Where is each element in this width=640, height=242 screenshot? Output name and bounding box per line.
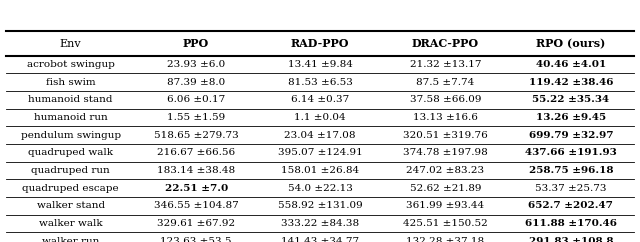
Text: DRAC-PPO: DRAC-PPO <box>412 38 479 49</box>
Text: 425.51 ±150.52: 425.51 ±150.52 <box>403 219 488 228</box>
Text: 333.22 ±84.38: 333.22 ±84.38 <box>281 219 359 228</box>
Text: 518.65 ±279.73: 518.65 ±279.73 <box>154 131 239 140</box>
Text: quadruped run: quadruped run <box>31 166 110 175</box>
Text: 23.93 ±6.0: 23.93 ±6.0 <box>167 60 225 69</box>
Text: walker stand: walker stand <box>36 201 105 210</box>
Text: 6.14 ±0.37: 6.14 ±0.37 <box>291 95 349 104</box>
Text: 258.75 ±96.18: 258.75 ±96.18 <box>529 166 613 175</box>
Text: 123.63 ±53.5: 123.63 ±53.5 <box>161 237 232 242</box>
Text: 13.41 ±9.84: 13.41 ±9.84 <box>287 60 353 69</box>
Text: 437.66 ±191.93: 437.66 ±191.93 <box>525 148 617 157</box>
Text: 21.32 ±13.17: 21.32 ±13.17 <box>410 60 481 69</box>
Text: RPO (ours): RPO (ours) <box>536 38 605 49</box>
Text: 183.14 ±38.48: 183.14 ±38.48 <box>157 166 235 175</box>
Text: RAD-PPO: RAD-PPO <box>291 38 349 49</box>
Text: 1.55 ±1.59: 1.55 ±1.59 <box>167 113 225 122</box>
Text: 55.22 ±35.34: 55.22 ±35.34 <box>532 95 609 104</box>
Text: walker run: walker run <box>42 237 99 242</box>
Text: 558.92 ±131.09: 558.92 ±131.09 <box>278 201 362 210</box>
Text: 611.88 ±170.46: 611.88 ±170.46 <box>525 219 617 228</box>
Text: 87.39 ±8.0: 87.39 ±8.0 <box>167 78 225 87</box>
Text: humanoid stand: humanoid stand <box>28 95 113 104</box>
Text: 395.07 ±124.91: 395.07 ±124.91 <box>278 148 362 157</box>
Text: 40.46 ±4.01: 40.46 ±4.01 <box>536 60 606 69</box>
Text: Env: Env <box>60 38 81 49</box>
Text: 13.26 ±9.45: 13.26 ±9.45 <box>536 113 606 122</box>
Text: 329.61 ±67.92: 329.61 ±67.92 <box>157 219 235 228</box>
Text: 346.55 ±104.87: 346.55 ±104.87 <box>154 201 239 210</box>
Text: PPO: PPO <box>183 38 209 49</box>
Text: quadruped escape: quadruped escape <box>22 184 119 193</box>
Text: fish swim: fish swim <box>46 78 95 87</box>
Text: quadruped walk: quadruped walk <box>28 148 113 157</box>
Text: 361.99 ±93.44: 361.99 ±93.44 <box>406 201 484 210</box>
Text: 699.79 ±32.97: 699.79 ±32.97 <box>529 131 613 140</box>
Text: 291.83 ±108.8: 291.83 ±108.8 <box>529 237 613 242</box>
Text: 652.7 ±202.47: 652.7 ±202.47 <box>529 201 613 210</box>
Text: 87.5 ±7.74: 87.5 ±7.74 <box>416 78 475 87</box>
Text: acrobot swingup: acrobot swingup <box>27 60 115 69</box>
Text: 216.67 ±66.56: 216.67 ±66.56 <box>157 148 235 157</box>
Text: 158.01 ±26.84: 158.01 ±26.84 <box>281 166 359 175</box>
Text: 6.06 ±0.17: 6.06 ±0.17 <box>167 95 225 104</box>
Text: 52.62 ±21.89: 52.62 ±21.89 <box>410 184 481 193</box>
Text: 320.51 ±319.76: 320.51 ±319.76 <box>403 131 488 140</box>
Text: 1.1 ±0.04: 1.1 ±0.04 <box>294 113 346 122</box>
Text: 119.42 ±38.46: 119.42 ±38.46 <box>529 78 613 87</box>
Text: pendulum swingup: pendulum swingup <box>20 131 121 140</box>
Text: 54.0 ±22.13: 54.0 ±22.13 <box>287 184 353 193</box>
Text: 132.28 ±37.18: 132.28 ±37.18 <box>406 237 484 242</box>
Text: 53.37 ±25.73: 53.37 ±25.73 <box>535 184 607 193</box>
Text: 22.51 ±7.0: 22.51 ±7.0 <box>164 184 228 193</box>
Text: 247.02 ±83.23: 247.02 ±83.23 <box>406 166 484 175</box>
Text: walker walk: walker walk <box>39 219 102 228</box>
Text: 374.78 ±197.98: 374.78 ±197.98 <box>403 148 488 157</box>
Text: 141.43 ±34.77: 141.43 ±34.77 <box>281 237 359 242</box>
Text: humanoid run: humanoid run <box>34 113 108 122</box>
Text: 81.53 ±6.53: 81.53 ±6.53 <box>287 78 353 87</box>
Text: 13.13 ±16.6: 13.13 ±16.6 <box>413 113 478 122</box>
Text: 37.58 ±66.09: 37.58 ±66.09 <box>410 95 481 104</box>
Text: 23.04 ±17.08: 23.04 ±17.08 <box>284 131 356 140</box>
